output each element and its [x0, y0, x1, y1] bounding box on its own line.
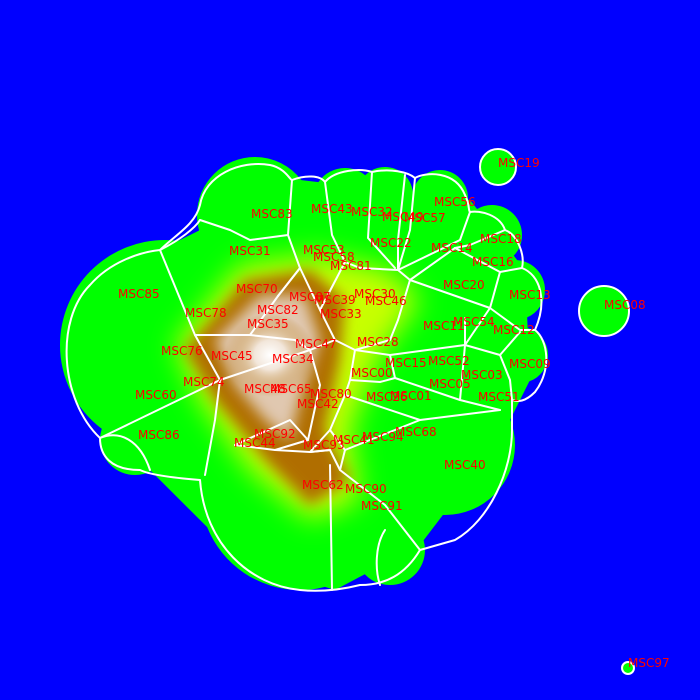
- region-label-msc86[interactable]: MSC86: [138, 428, 180, 442]
- region-label-msc20[interactable]: MSC20: [443, 278, 485, 292]
- region-label-msc39[interactable]: MSC39: [314, 293, 356, 307]
- region-label-msc52[interactable]: MSC52: [428, 354, 470, 368]
- region-label-msc62[interactable]: MSC62: [302, 478, 344, 492]
- region-label-msc42[interactable]: MSC42: [297, 397, 339, 411]
- region-label-msc91[interactable]: MSC91: [361, 499, 403, 513]
- region-label-msc85[interactable]: MSC85: [118, 287, 160, 301]
- region-label-msc33[interactable]: MSC33: [320, 307, 362, 321]
- region-label-msc76[interactable]: MSC76: [161, 344, 203, 358]
- region-label-msc87[interactable]: MSC87: [289, 290, 331, 304]
- region-label-msc31[interactable]: MSC31: [229, 244, 271, 258]
- region-label-msc83[interactable]: MSC83: [251, 207, 293, 221]
- region-label-msc44[interactable]: MSC44: [234, 436, 276, 450]
- region-label-msc15[interactable]: MSC15: [385, 356, 427, 370]
- region-label-msc03[interactable]: MSC03: [461, 368, 503, 382]
- region-label-msc40[interactable]: MSC40: [444, 458, 486, 472]
- region-borders: [99, 171, 536, 591]
- region-label-msc01[interactable]: MSC01: [390, 389, 432, 403]
- region-label-msc82[interactable]: MSC82: [257, 303, 299, 317]
- region-label-msc22[interactable]: MSC22: [370, 236, 412, 250]
- region-label-msc00[interactable]: MSC00: [351, 366, 393, 380]
- region-label-msc68[interactable]: MSC68: [395, 425, 437, 439]
- region-label-msc11[interactable]: MSC11: [423, 319, 465, 333]
- island-msc19: [479, 148, 517, 186]
- region-label-msc70[interactable]: MSC70: [236, 282, 278, 296]
- region-label-msc26[interactable]: MSC26: [366, 390, 408, 404]
- region-label-msc58[interactable]: MSC58: [313, 250, 355, 264]
- region-label-msc46[interactable]: MSC46: [365, 294, 407, 308]
- region-label-msc12[interactable]: MSC12: [493, 323, 535, 337]
- region-label-msc13[interactable]: MSC13: [509, 288, 551, 302]
- region-label-msc78[interactable]: MSC78: [185, 306, 227, 320]
- region-label-msc92[interactable]: MSC92: [254, 427, 296, 441]
- region-label-msc16[interactable]: MSC16: [472, 255, 514, 269]
- island-msc97: [621, 661, 635, 675]
- region-label-msc48[interactable]: MSC48: [244, 382, 286, 396]
- region-label-msc34[interactable]: MSC34: [272, 352, 314, 366]
- region-label-msc32[interactable]: MSC32: [351, 205, 393, 219]
- region-label-msc43[interactable]: MSC43: [311, 202, 353, 216]
- region-label-msc56[interactable]: MSC56: [434, 195, 476, 209]
- region-label-msc60[interactable]: MSC80: [310, 387, 352, 401]
- island-msc08: [578, 285, 630, 337]
- region-label-msc80[interactable]: MSC60: [135, 388, 177, 402]
- region-label-msc90[interactable]: MSC90: [345, 482, 387, 496]
- region-label-msc54[interactable]: MSC54: [453, 315, 495, 329]
- region-label-msc53[interactable]: MSC53: [303, 243, 345, 257]
- region-label-msc35[interactable]: MSC35: [247, 317, 289, 331]
- region-label-msc74[interactable]: MSC74: [183, 375, 225, 389]
- region-label-msc49[interactable]: MSC49: [382, 210, 424, 224]
- region-label-msc14[interactable]: MSC14: [431, 241, 473, 255]
- region-label-msc41[interactable]: MSC41: [333, 433, 375, 447]
- region-label-msc51[interactable]: MSC51: [478, 390, 520, 404]
- region-label-msc30[interactable]: MSC30: [354, 287, 396, 301]
- region-labels: MSC19 MSC56 MSC43 MSC32 MSC83 MSC49 MSC5…: [118, 156, 670, 670]
- region-label-msc94[interactable]: MSC94: [362, 430, 404, 444]
- region-label-msc18[interactable]: MSC18: [480, 232, 522, 246]
- region-label-msc57[interactable]: MSC57: [404, 211, 446, 225]
- region-label-msc47[interactable]: MSC47: [295, 337, 337, 351]
- region-label-msc81[interactable]: MSC81: [330, 259, 372, 273]
- region-label-msc93[interactable]: MSC93: [303, 438, 345, 452]
- region-label-msc19[interactable]: MSC19: [498, 156, 540, 170]
- region-label-msc28[interactable]: MSC28: [357, 335, 399, 349]
- region-label-msc09[interactable]: MSC09: [509, 357, 551, 371]
- region-label-msc08[interactable]: MSC08: [604, 298, 646, 312]
- region-label-msc65[interactable]: MSC65: [270, 382, 312, 396]
- coastlines: [65, 163, 548, 592]
- region-label-msc05[interactable]: MSC05: [429, 377, 471, 391]
- region-label-msc97[interactable]: MSC97: [628, 656, 670, 670]
- region-label-msc45[interactable]: MSC45: [211, 349, 253, 363]
